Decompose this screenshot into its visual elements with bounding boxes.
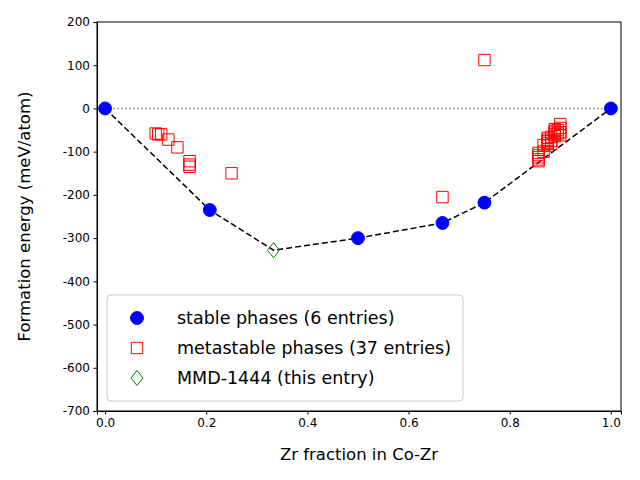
tick: -200 (63, 188, 97, 202)
tick: 1.0 (602, 411, 621, 430)
legend-box (107, 295, 463, 401)
tick-label: -200 (63, 188, 90, 202)
tick-label: -400 (63, 275, 90, 289)
tick-label: 100 (67, 59, 90, 73)
y-axis: -700 -600 -500 -400 -300 -200 -100 0 100 200 (63, 15, 98, 418)
point (555, 122, 566, 133)
tick-mark (94, 22, 98, 23)
tick-mark (307, 411, 308, 415)
tick-mark (94, 411, 98, 412)
point (555, 130, 566, 141)
tick: 0.4 (298, 411, 317, 430)
x-axis-title: Zr fraction in Co-Zr (280, 445, 438, 464)
x-axis: 0.0 0.2 0.4 0.6 0.8 1.0 (96, 411, 621, 430)
point (352, 232, 365, 245)
tick-label: 0.2 (197, 416, 216, 430)
tick-mark (611, 411, 612, 415)
tick: 200 (67, 15, 97, 29)
tick-label: 0.0 (96, 416, 115, 430)
tick-mark (94, 108, 98, 109)
tick: 0.8 (501, 411, 520, 430)
legend-marker (131, 342, 142, 353)
point (156, 129, 167, 140)
point (604, 102, 617, 115)
tick: 0.2 (197, 411, 216, 430)
series-points (99, 102, 618, 245)
y-axis-title: Formation energy (meV/atom) (15, 92, 34, 342)
tick: -700 (63, 404, 97, 418)
tick: -500 (63, 318, 97, 332)
axis-line (98, 412, 622, 415)
tick-mark (94, 238, 98, 239)
chart: 0.0 0.2 0.4 0.6 0.8 1.0 -700 -600 -500 -400 -300 -2… (0, 0, 640, 480)
tick: 0.0 (96, 411, 115, 430)
tick-label: 0.4 (298, 416, 317, 430)
series-points (268, 243, 280, 258)
point (479, 54, 490, 65)
tick: -400 (63, 275, 97, 289)
tick-label: 0.8 (501, 416, 520, 430)
point (99, 102, 112, 115)
dashed-line (105, 108, 611, 250)
plot-frame (97, 22, 621, 411)
legend-marker (131, 371, 143, 386)
tick-mark (94, 368, 98, 369)
tick-label: 200 (67, 15, 90, 29)
legend-label: MMD-1444 (this entry) (177, 368, 375, 388)
tick-mark (105, 411, 106, 415)
tick-label: 0.6 (400, 416, 419, 430)
legend-label: metastable phases (37 entries) (177, 338, 451, 358)
tick: -600 (63, 361, 97, 375)
plot-area (99, 54, 618, 257)
tick-label: 1.0 (602, 416, 621, 430)
point (478, 196, 491, 209)
dotted-line (105, 108, 611, 110)
point (172, 142, 183, 153)
point (163, 134, 174, 145)
tick: -100 (63, 145, 97, 159)
tick-mark (94, 325, 98, 326)
tick-label: -300 (63, 231, 90, 245)
legend-marker (131, 312, 144, 325)
tick-label: -700 (63, 404, 90, 418)
point (226, 168, 237, 179)
tick-label: -100 (63, 145, 90, 159)
tick-mark (206, 411, 207, 415)
legend-label: stable phases (6 entries) (177, 308, 395, 328)
tick: 100 (67, 59, 97, 73)
point (203, 204, 216, 217)
point (437, 191, 448, 202)
tick-mark (94, 281, 98, 282)
tick-mark (510, 411, 511, 415)
series-points (150, 54, 566, 202)
point (184, 161, 195, 172)
point (555, 127, 566, 138)
tick-label: -600 (63, 361, 90, 375)
legend: stable phases (6 entries) metastable phas… (107, 295, 463, 401)
tick: -300 (63, 231, 97, 245)
tick: 0.6 (400, 411, 419, 430)
tick-label: 0 (82, 102, 90, 116)
tick-mark (409, 411, 410, 415)
tick-mark (94, 65, 98, 66)
point (436, 217, 449, 230)
tick-label: -500 (63, 318, 90, 332)
tick-mark (94, 195, 98, 196)
point (555, 118, 566, 129)
tick-mark (94, 152, 98, 153)
point (268, 243, 280, 258)
tick: 0 (82, 102, 97, 116)
